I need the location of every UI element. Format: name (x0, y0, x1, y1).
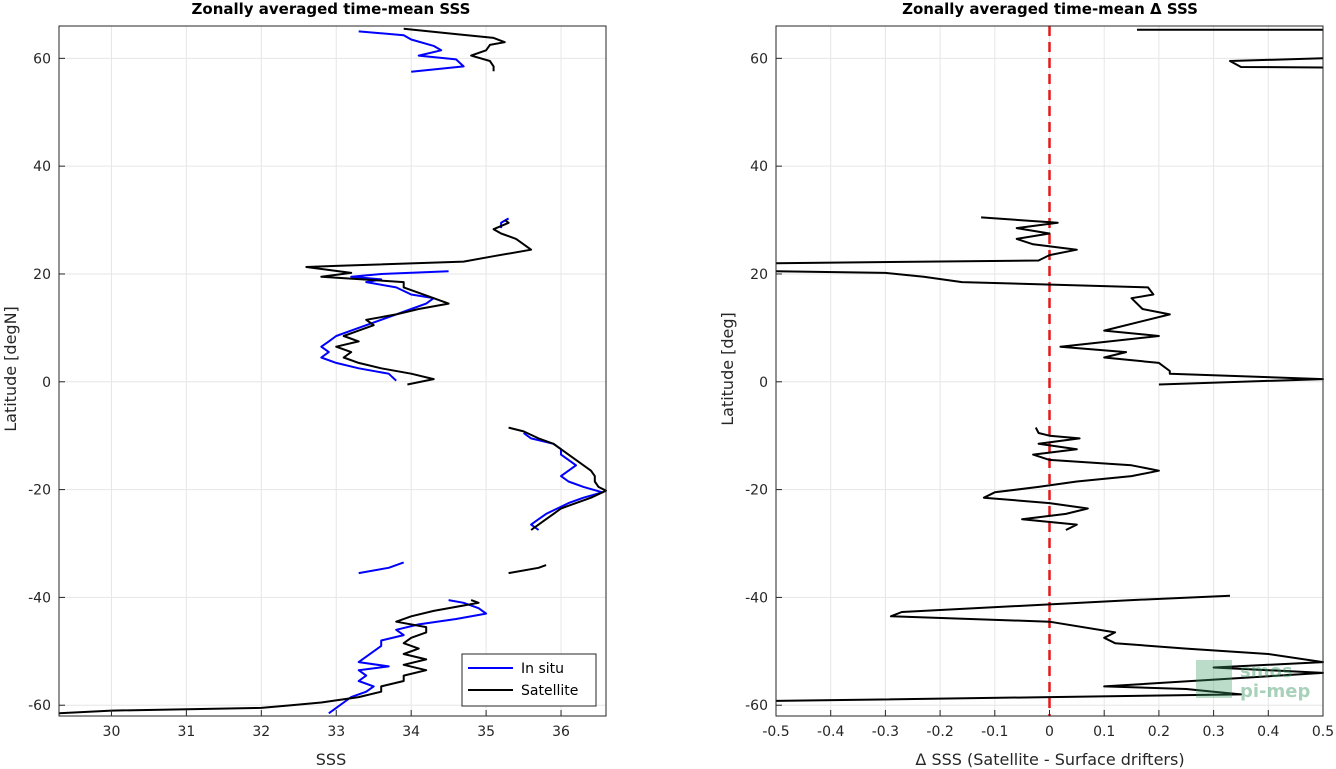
series-line-delta-segment-3 (775, 216, 1078, 265)
x-tick-label: -0.1 (981, 724, 1008, 740)
y-tick-label: 60 (33, 51, 51, 67)
watermark-square (1196, 660, 1232, 698)
watermark-line2: pi-mep (1240, 681, 1310, 702)
legend-label-satellite: Satellite (521, 683, 578, 699)
legend-label-in-situ: In situ (521, 661, 564, 677)
y-tick-label: 20 (750, 267, 768, 283)
y-axis-label-right: Latitude [deg] (718, 312, 737, 426)
series-line-satellite-segment-2 (305, 219, 533, 386)
x-tick-label: -0.4 (817, 724, 844, 740)
x-tick-label: 0.5 (1312, 724, 1334, 740)
x-tick-label: 0.1 (1093, 724, 1115, 740)
x-tick-label: 33 (327, 724, 345, 740)
x-tick-label: 35 (477, 724, 495, 740)
x-tick-label: 0.4 (1257, 724, 1279, 740)
x-tick-label: 31 (177, 724, 195, 740)
series-line-satellite-segment-5 (58, 599, 480, 715)
y-tick-label: 0 (42, 375, 51, 391)
y-tick-label: -40 (28, 590, 51, 606)
series-line-delta-segment-6 (775, 594, 1324, 702)
x-axis-label-right: Δ SSS (Satellite - Surface drifters) (915, 750, 1184, 769)
x-tick-label: 30 (103, 724, 121, 740)
axes-box-left (58, 25, 607, 717)
watermark-logo: smos pi-mep (1196, 660, 1310, 702)
y-tick-label: 40 (33, 159, 51, 175)
y-tick-label: 20 (33, 267, 51, 283)
series-line-in-situ-segment-1 (358, 30, 465, 73)
series-line-in-situ-segment-3 (320, 270, 449, 382)
series-line-delta-segment-5 (982, 427, 1160, 531)
y-tick-label: -40 (745, 590, 768, 606)
x-tick-label: 36 (552, 724, 570, 740)
panel-left: Zonally averaged time-mean SSS 30 31 32 33 3… (1, 0, 607, 769)
y-tick-label: 40 (750, 159, 768, 175)
x-tick-label: -0.3 (872, 724, 899, 740)
series-line-satellite-segment-3 (508, 426, 607, 531)
x-tick-label: -0.2 (926, 724, 953, 740)
x-tick-label: 0.3 (1202, 724, 1224, 740)
series-line-delta-segment-4 (775, 270, 1324, 386)
legend-box (461, 653, 597, 707)
chart-title-left: Zonally averaged time-mean SSS (192, 0, 471, 18)
y-tick-label: -60 (28, 698, 51, 714)
series-line-in-situ-segment-5 (358, 561, 405, 575)
x-tick-label: 0 (1045, 724, 1054, 740)
series-line-in-situ-segment-4 (523, 432, 604, 531)
y-tick-label: 60 (750, 51, 768, 67)
watermark-line1: smos (1240, 661, 1293, 682)
legend: In situ Satellite (461, 653, 597, 707)
y-tick-label: -60 (745, 698, 768, 714)
axes-box-right (775, 25, 1324, 717)
series-line-satellite-segment-4 (508, 564, 547, 575)
y-axis-label-left: Latitude [degN] (1, 306, 20, 432)
y-tick-label: -20 (28, 483, 51, 499)
x-tick-label: 34 (402, 724, 420, 740)
x-tick-label: -0.5 (762, 724, 789, 740)
series-line-delta-segment-2 (1229, 57, 1324, 69)
y-tick-label: -20 (745, 483, 768, 499)
x-tick-label: 32 (252, 724, 270, 740)
chart-title-right: Zonally averaged time-mean Δ SSS (902, 0, 1198, 18)
series-line-in-situ-segment-6 (328, 599, 488, 715)
x-tick-label: 0.2 (1148, 724, 1170, 740)
panel-right: Zonally averaged time-mean Δ SSS -0.5 -0.… (718, 0, 1334, 769)
y-tick-label: 0 (759, 375, 768, 391)
x-axis-label-left: SSS (316, 750, 346, 769)
series-line-satellite-segment-1 (403, 27, 506, 72)
